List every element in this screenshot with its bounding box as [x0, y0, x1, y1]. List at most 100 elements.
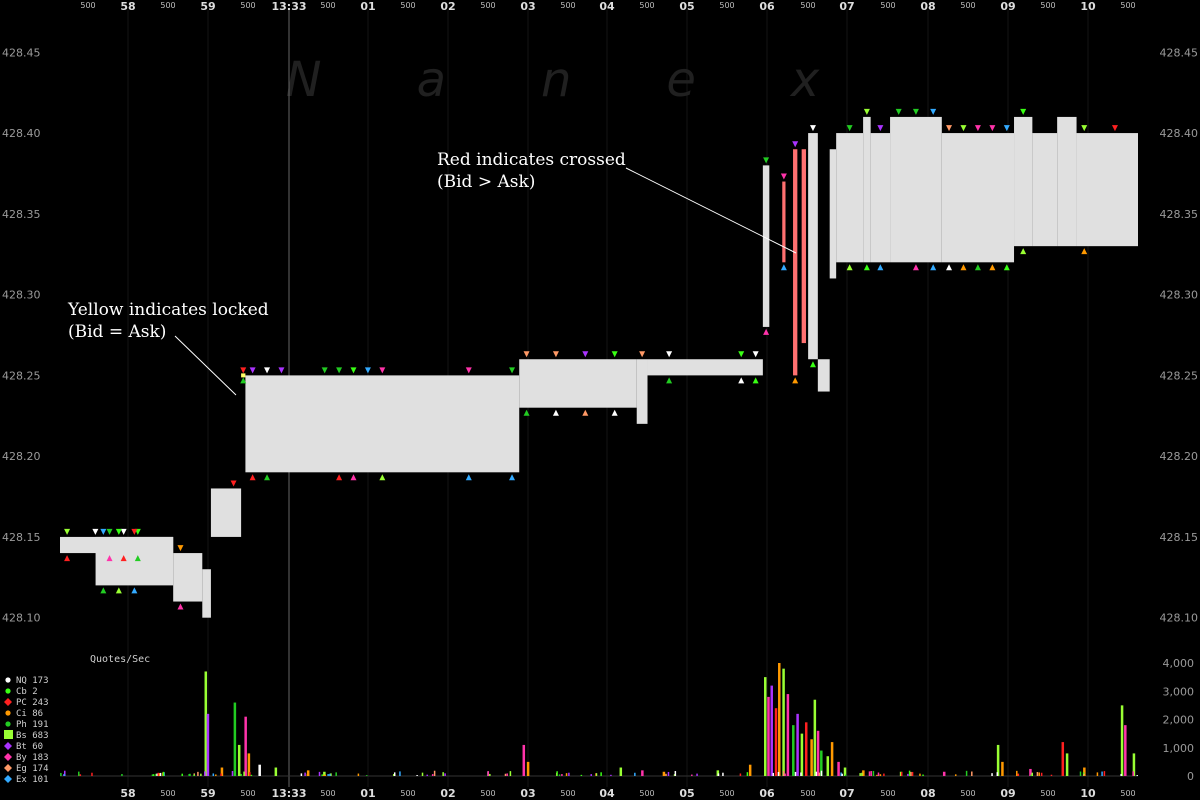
volume-bar-small	[91, 772, 93, 776]
volume-bar	[306, 770, 310, 776]
volume-bar-small	[243, 771, 245, 776]
x-tick-label-top: 13:33	[271, 0, 306, 13]
bid-quote-marker	[106, 555, 113, 562]
bid-quote-marker	[846, 264, 853, 271]
volume-panel	[60, 663, 1138, 777]
x-tick-label-top: 500	[639, 1, 654, 10]
x-tick-label-top: 500	[1120, 1, 1135, 10]
volume-bar-small	[739, 773, 742, 776]
ask-quote-marker	[960, 125, 967, 132]
volume-tick-label: 0	[1187, 770, 1194, 783]
volume-bar-small	[509, 771, 512, 776]
volume-bar	[770, 685, 773, 776]
volume-bar-small	[300, 773, 303, 776]
ask-quote-marker	[64, 528, 71, 535]
y-tick-label-right: 428.20	[1160, 450, 1199, 463]
bid-quote-marker	[465, 474, 472, 481]
volume-bar-small	[590, 774, 592, 776]
volume-bar-small	[392, 774, 395, 776]
volume-tick-label: 4,000	[1163, 657, 1195, 670]
volume-bar-small	[1050, 774, 1053, 776]
bid-quote-marker	[350, 474, 357, 481]
volume-bar	[247, 753, 251, 776]
volume-bar-small	[870, 771, 872, 776]
volume-bar-small	[318, 771, 321, 776]
volume-bar-small	[78, 771, 80, 776]
volume-bar-small	[121, 773, 123, 776]
volume-bar-small	[820, 770, 823, 776]
volume-bar	[526, 761, 530, 776]
volume-bar-small	[841, 773, 843, 776]
x-tick-label-bottom: 500	[480, 789, 495, 798]
volume-bar-small	[717, 773, 720, 776]
bid-quote-marker	[960, 264, 967, 271]
volume-bar-small	[634, 772, 636, 776]
watermark: Nanex	[286, 52, 915, 108]
volume-bar	[204, 671, 208, 776]
volume-bar	[774, 708, 778, 776]
ask-quote-marker	[877, 125, 884, 132]
bid-quote-marker	[582, 409, 589, 416]
volume-bar	[810, 739, 813, 776]
legend-marker-ph	[5, 721, 11, 727]
x-tick-label-top: 500	[880, 1, 895, 10]
spread-segment-normal	[890, 116, 942, 263]
volume-bar-small	[151, 774, 154, 776]
y-tick-label-left: 428.40	[2, 127, 41, 140]
legend-label-nq: NQ 173	[16, 676, 49, 686]
volume-bar-small	[840, 772, 842, 776]
y-axis: 428.45 428.45 428.40 428.40 428.35 428.35 428.…	[2, 46, 1198, 624]
x-tick-label-top: 08	[920, 0, 935, 13]
spread-segment-normal	[636, 359, 648, 424]
volume-bar-small	[556, 771, 558, 776]
spread-segment-normal	[202, 569, 211, 618]
spread-segment-normal	[870, 133, 891, 263]
x-tick-label-top: 07	[839, 0, 854, 13]
x-tick-label-bottom: 01	[360, 787, 375, 800]
volume-bar-small	[215, 774, 217, 776]
legend-label-bt: Bt 60	[16, 742, 43, 752]
ask-quote-marker	[106, 528, 113, 535]
volume-bar-small	[782, 770, 785, 776]
volume-bar	[767, 696, 770, 776]
volume-bar-small	[815, 771, 818, 776]
bid-quote-marker	[177, 603, 184, 610]
volume-bar	[206, 713, 210, 776]
volume-bar-small	[335, 772, 337, 776]
x-tick-label-top: 500	[480, 1, 495, 10]
x-tick-label-top: 05	[679, 0, 694, 13]
ask-quote-marker	[523, 351, 530, 358]
volume-bar	[323, 771, 326, 776]
volume-bar-small	[1030, 774, 1032, 776]
volume-bar-small	[431, 774, 434, 776]
legend-label-bs: Bs 683	[16, 731, 49, 741]
volume-bar	[1065, 753, 1069, 776]
volume-bar	[662, 771, 666, 776]
volume-bar-small	[1084, 775, 1086, 776]
bid-quote-marker	[930, 264, 937, 271]
bid-quote-marker	[666, 377, 673, 384]
volume-bar-small	[859, 773, 861, 776]
volume-bar-small	[240, 773, 242, 776]
spread-segment-crossed	[801, 149, 806, 344]
volume-bar-small	[667, 771, 670, 776]
volume-bar	[522, 744, 526, 776]
bid-quote-marker	[240, 377, 247, 384]
spread-segment-normal	[863, 116, 871, 263]
volume-bar-small	[861, 772, 863, 776]
ask-quote-marker	[780, 173, 787, 180]
volume-bar	[237, 744, 241, 776]
x-tick-label-bottom: 500	[560, 789, 575, 798]
volume-bar-small	[900, 772, 903, 776]
ask-quote-marker	[1003, 125, 1010, 132]
volume-bar	[220, 767, 224, 776]
volume-bar-small	[991, 773, 993, 776]
volume-bar-small	[433, 770, 436, 776]
volume-bar-small	[181, 773, 183, 776]
x-tick-label-bottom: 500	[320, 789, 335, 798]
volume-bar-small	[506, 773, 508, 776]
ask-quote-marker	[509, 367, 516, 374]
x-tick-label-top: 09	[1000, 0, 1015, 13]
x-tick-label-top: 04	[599, 0, 615, 13]
ask-quote-marker	[1020, 108, 1027, 115]
